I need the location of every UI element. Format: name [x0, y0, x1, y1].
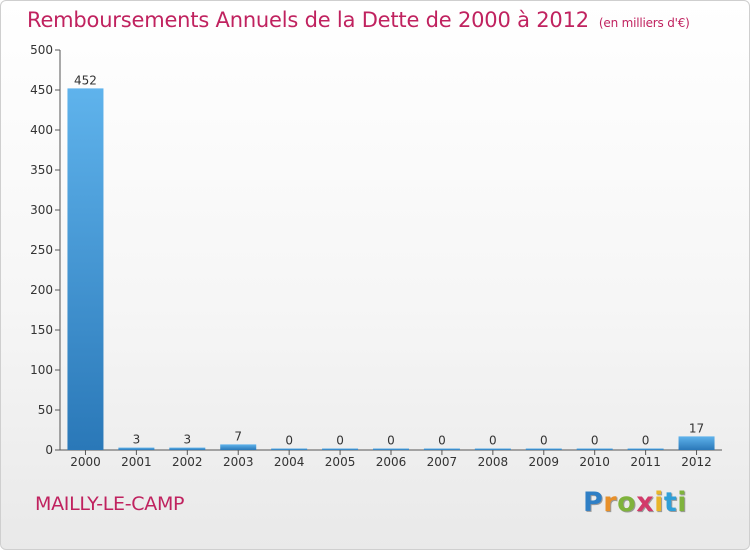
- logo-letter: i: [677, 487, 687, 518]
- x-tick-label: 2003: [223, 455, 254, 469]
- bar-value-label: 7: [234, 429, 242, 443]
- x-tick-label: 2005: [325, 455, 356, 469]
- bar-chart: 050100150200250300350400450500 452200032…: [0, 0, 750, 550]
- logo-letter: i: [654, 487, 664, 518]
- bar-value-label: 452: [74, 73, 97, 87]
- bar-2002: [169, 448, 205, 450]
- bar-2010: [577, 449, 613, 451]
- logo-letter: x: [636, 487, 654, 518]
- bar-value-label: 3: [133, 433, 141, 447]
- bar-value-label: 0: [285, 434, 293, 448]
- y-tick-label: 200: [30, 283, 53, 297]
- logo-letter: r: [603, 487, 617, 518]
- y-tick-label: 350: [30, 163, 53, 177]
- bar-2012: [679, 436, 715, 450]
- bar-2006: [373, 449, 409, 451]
- x-tick-label: 2006: [376, 455, 407, 469]
- y-tick-label: 150: [30, 323, 53, 337]
- chart-labels: 452 2000 3 2001 3 2002 7 2003 0 2004 0 2005 0 2006 0 20…: [70, 73, 712, 469]
- bar-value-label: 0: [438, 434, 446, 448]
- bar-2008: [475, 449, 511, 451]
- bar-value-label: 0: [336, 434, 344, 448]
- bar-value-label: 0: [540, 434, 548, 448]
- bar-2011: [628, 449, 664, 451]
- bar-value-label: 17: [689, 421, 704, 435]
- proxiti-logo[interactable]: Proxiti: [583, 487, 687, 518]
- y-tick-label: 50: [38, 403, 53, 417]
- bar-2007: [424, 449, 460, 451]
- x-tick-label: 2011: [630, 455, 661, 469]
- bar-value-label: 0: [591, 434, 599, 448]
- bar-2009: [526, 449, 562, 451]
- bar-value-label: 3: [183, 433, 191, 447]
- x-tick-label: 2008: [478, 455, 509, 469]
- bar-value-label: 0: [489, 434, 497, 448]
- y-tick-label: 0: [45, 443, 53, 457]
- bar-2003: [220, 444, 256, 450]
- y-tick-label: 400: [30, 123, 53, 137]
- logo-letter: o: [617, 487, 636, 518]
- bar-2005: [322, 449, 358, 451]
- x-tick-label: 2004: [274, 455, 305, 469]
- y-tick-label: 300: [30, 203, 53, 217]
- bar-value-label: 0: [387, 434, 395, 448]
- x-tick-label: 2000: [70, 455, 101, 469]
- x-tick-label: 2012: [681, 455, 712, 469]
- y-tick-label: 250: [30, 243, 53, 257]
- commune-name: MAILLY-LE-CAMP: [35, 493, 184, 515]
- bar-value-label: 0: [642, 434, 650, 448]
- chart-bars: [67, 88, 714, 450]
- y-tick-label: 450: [30, 83, 53, 97]
- logo-letter: P: [583, 487, 603, 518]
- x-tick-label: 2010: [579, 455, 610, 469]
- x-tick-label: 2001: [121, 455, 152, 469]
- x-tick-label: 2009: [528, 455, 559, 469]
- bar-2004: [271, 449, 307, 451]
- y-tick-label: 500: [30, 43, 53, 57]
- bar-2001: [118, 448, 154, 450]
- logo-letter: t: [664, 487, 677, 518]
- bar-2000: [67, 88, 103, 450]
- x-tick-label: 2007: [427, 455, 458, 469]
- x-tick-label: 2002: [172, 455, 203, 469]
- y-tick-label: 100: [30, 363, 53, 377]
